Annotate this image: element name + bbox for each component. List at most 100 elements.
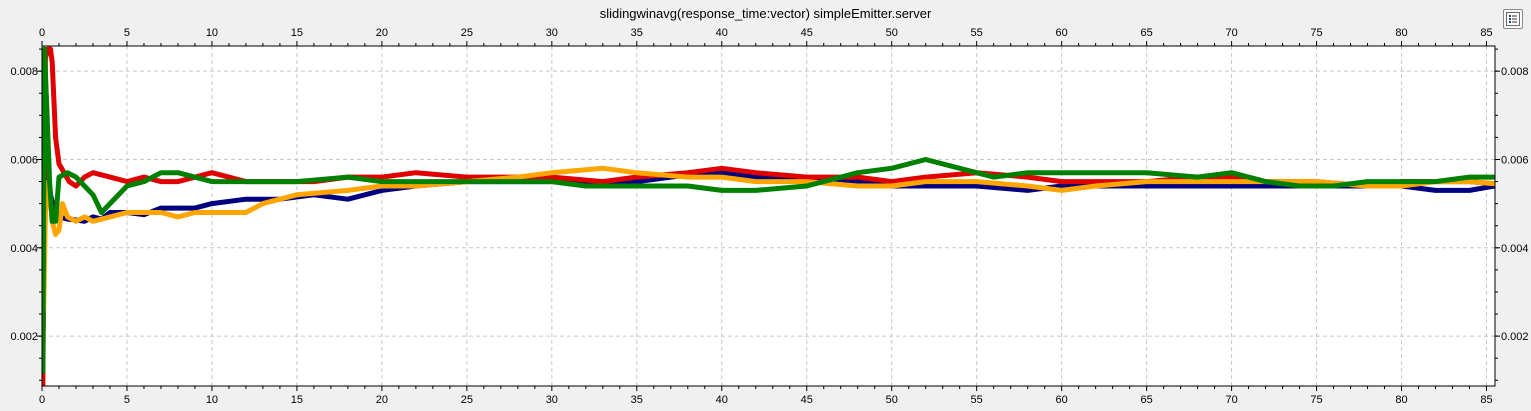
series-3-point bbox=[192, 210, 198, 215]
legend-list-icon bbox=[1506, 12, 1520, 26]
series-4-point bbox=[50, 219, 55, 224]
grid-layer bbox=[42, 46, 1495, 386]
series-3-point bbox=[209, 210, 215, 215]
x-tick-label-bottom: 85 bbox=[1480, 394, 1492, 406]
series-4-point bbox=[923, 157, 928, 162]
x-tick-label-bottom: 0 bbox=[39, 394, 45, 406]
series-2-point bbox=[56, 161, 62, 167]
series-2-point bbox=[141, 174, 147, 180]
series-2-point bbox=[82, 174, 87, 180]
x-tick-label-bottom: 30 bbox=[546, 394, 558, 406]
series-4-point bbox=[1399, 179, 1404, 184]
series-4-point bbox=[47, 179, 52, 184]
series-4-point bbox=[549, 179, 554, 184]
series-3-point bbox=[1365, 183, 1370, 189]
series-4-point bbox=[82, 183, 87, 189]
series-3-point bbox=[515, 174, 520, 180]
x-tick-label-top: 15 bbox=[291, 27, 303, 39]
series-4-point bbox=[413, 179, 419, 184]
legend-toggle-button[interactable] bbox=[1503, 9, 1523, 29]
series-4-point bbox=[209, 179, 215, 184]
series-4-point bbox=[56, 174, 62, 180]
series-4-point bbox=[1331, 183, 1336, 189]
series-2-point bbox=[158, 179, 164, 184]
x-tick-label-top: 45 bbox=[801, 27, 813, 39]
series-4-point bbox=[464, 179, 470, 184]
series-2-point bbox=[48, 46, 53, 52]
series-4-point bbox=[889, 166, 894, 171]
series-4-point bbox=[73, 174, 79, 180]
series-4-point bbox=[804, 183, 809, 189]
x-tick-label-top: 65 bbox=[1140, 27, 1152, 39]
series-3-point bbox=[1195, 179, 1200, 184]
y-tick-label-right: 0.004 bbox=[1501, 243, 1529, 255]
series-3-point bbox=[1059, 188, 1064, 193]
series-4-point bbox=[1093, 170, 1098, 175]
series-3-point bbox=[1467, 179, 1472, 184]
x-tick-label-bottom: 70 bbox=[1225, 394, 1237, 406]
x-tick-label-bottom: 60 bbox=[1056, 394, 1068, 406]
series-2-point bbox=[685, 170, 690, 175]
plot-area bbox=[42, 46, 1495, 386]
chart-title: slidingwinavg(response_time:vector) simp… bbox=[599, 6, 932, 21]
series-3-point bbox=[56, 227, 62, 233]
series-4-point bbox=[1263, 179, 1268, 184]
series-1-point bbox=[379, 188, 385, 193]
series-4-point bbox=[42, 46, 47, 52]
x-tick-label-bottom: 35 bbox=[631, 394, 643, 406]
series-3-point bbox=[107, 214, 113, 220]
series-4-point bbox=[141, 179, 147, 184]
y-tick-label-right: 0.006 bbox=[1501, 154, 1529, 166]
x-tick-label-top: 40 bbox=[716, 27, 728, 39]
series-4-point bbox=[1365, 179, 1370, 184]
x-tick-label-top: 75 bbox=[1310, 27, 1322, 39]
series-4-point bbox=[991, 174, 996, 180]
series-2-point bbox=[1093, 179, 1098, 184]
series-3-point bbox=[1229, 179, 1234, 184]
series-3-point bbox=[379, 183, 385, 189]
series-2-point bbox=[719, 166, 724, 171]
series-2-point bbox=[1025, 174, 1030, 180]
x-tick-label-bottom: 10 bbox=[206, 394, 218, 406]
series-3-point bbox=[889, 183, 894, 189]
y-tick-label-left: 0.006 bbox=[10, 154, 38, 166]
series-2-point bbox=[889, 179, 894, 184]
series-4-point bbox=[1297, 183, 1302, 189]
x-tick-label-bottom: 20 bbox=[376, 394, 388, 406]
series-2-point bbox=[67, 179, 72, 184]
series-4-point bbox=[753, 188, 758, 193]
series-3-point bbox=[260, 201, 266, 206]
series-3-point bbox=[1399, 183, 1404, 189]
series-2-point bbox=[107, 174, 113, 180]
y-tick-label-right: 0.008 bbox=[1501, 66, 1529, 78]
x-tick-label-top: 50 bbox=[886, 27, 898, 39]
series-3-point bbox=[90, 219, 96, 224]
series-1-point bbox=[192, 205, 198, 211]
x-tick-label-bottom: 45 bbox=[801, 394, 813, 406]
series-2-point bbox=[90, 170, 96, 175]
x-tick-label-bottom: 65 bbox=[1140, 394, 1152, 406]
series-4-point bbox=[53, 219, 58, 224]
series-2-point bbox=[923, 174, 928, 180]
series-3-point bbox=[634, 170, 639, 175]
series-4-point bbox=[379, 179, 385, 184]
series-4-point bbox=[1195, 174, 1200, 180]
series-3-point bbox=[294, 192, 300, 197]
series-2-point bbox=[379, 174, 385, 180]
series-2-point bbox=[1229, 174, 1234, 180]
y-tick-label-left: 0.002 bbox=[10, 331, 38, 343]
y-tick-label-right: 0.002 bbox=[1501, 331, 1529, 343]
series-4-point bbox=[158, 170, 164, 175]
series-4-point bbox=[719, 188, 724, 193]
series-1-point bbox=[209, 201, 215, 206]
x-tick-label-top: 0 bbox=[39, 27, 45, 39]
series-3-point bbox=[923, 179, 928, 184]
series-1-point bbox=[1263, 183, 1268, 189]
series-2-point bbox=[1059, 179, 1064, 184]
series-3-point bbox=[413, 183, 419, 189]
series-4-point bbox=[1025, 170, 1030, 175]
x-tick-label-top: 60 bbox=[1056, 27, 1068, 39]
series-4-point bbox=[1059, 170, 1064, 175]
series-3-point bbox=[1314, 179, 1319, 184]
